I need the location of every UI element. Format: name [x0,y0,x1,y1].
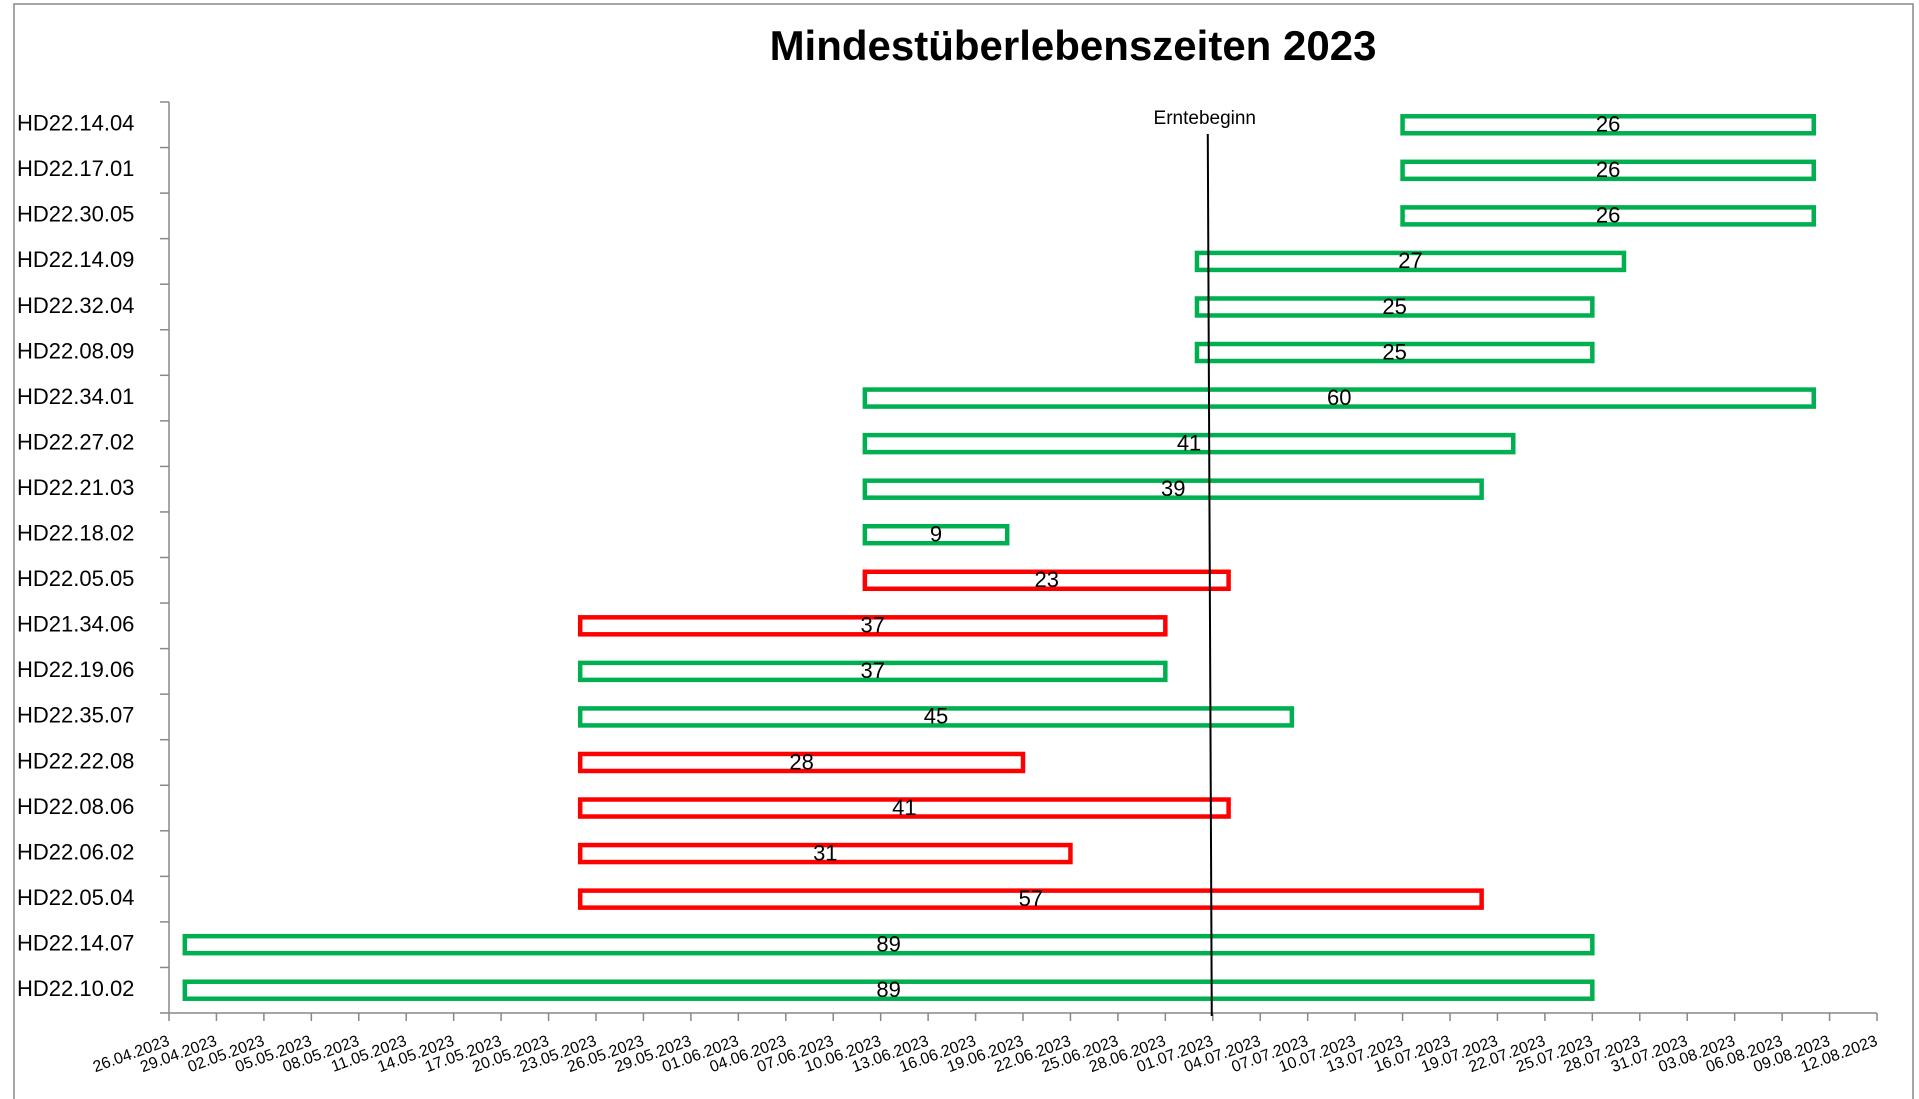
y-tick-label: HD22.18.02 [17,521,134,546]
y-tick-label: HD22.22.08 [17,748,134,773]
bar [1194,341,1595,364]
y-tick-label: HD22.32.04 [17,293,134,318]
bar [182,933,1595,956]
data-label: 27 [1398,248,1422,273]
bar [577,660,1168,683]
data-label: 9 [930,522,942,547]
data-label: 37 [861,658,885,683]
bar [862,478,1484,500]
data-label: 89 [876,931,900,956]
bar [862,432,1516,455]
data-label: 39 [1161,476,1185,501]
y-tick-label: HD22.19.06 [17,657,134,682]
data-label: 25 [1382,339,1406,364]
bar [1194,296,1595,318]
y-tick-label: HD22.14.04 [17,111,134,136]
data-label: 41 [892,795,916,820]
bar [862,387,1816,409]
y-tick-label: HD22.06.02 [17,839,134,864]
y-tick-label: HD22.34.01 [17,384,134,409]
data-label: 25 [1382,294,1406,319]
y-tick-label: HD22.05.04 [17,885,134,910]
bar [862,569,1231,592]
y-tick-label: HD22.10.02 [17,976,134,1001]
y-tick-label: HD22.30.05 [17,202,134,227]
y-tick-label: HD22.21.03 [17,475,134,500]
harvest-line [1206,133,1213,1017]
bar [1194,250,1627,273]
bar [182,979,1595,1001]
data-label: 60 [1327,385,1351,410]
y-tick-label: HD22.14.09 [17,247,134,272]
bar [1400,114,1816,136]
data-label: 23 [1034,567,1058,592]
data-label: 37 [861,613,885,638]
chart-border [13,3,1914,1099]
y-tick-label: HD22.27.02 [17,429,134,454]
y-tick-label: HD21.34.06 [17,612,134,637]
y-tick-label: HD22.17.01 [17,156,134,181]
chart-title: Mindestüberlebenszeiten 2023 [770,22,1377,69]
data-label: 26 [1596,112,1620,137]
bar [577,797,1231,819]
bar [577,842,1073,865]
bar [1400,205,1816,227]
data-label: 41 [1177,430,1201,455]
bar [577,706,1295,728]
annotation: Erntebeginn [1154,108,1256,129]
data-label: 26 [1596,157,1620,182]
y-tick-label: HD22.14.07 [17,930,134,955]
bar [1400,159,1816,182]
bar [577,888,1484,910]
y-tick-label: HD22.08.09 [17,338,134,363]
data-label: 28 [789,749,813,774]
data-label: 57 [1019,886,1043,911]
data-label: 26 [1596,203,1620,228]
y-tick-label: HD22.08.06 [17,794,134,819]
bar [577,751,1026,774]
y-tick-label: HD22.05.05 [17,566,134,591]
data-label: 89 [876,977,900,1002]
y-tick-label: HD22.35.07 [17,703,134,728]
data-label: 45 [924,704,948,729]
bar [862,523,1010,546]
bar [577,615,1168,637]
data-label: 31 [813,840,837,865]
